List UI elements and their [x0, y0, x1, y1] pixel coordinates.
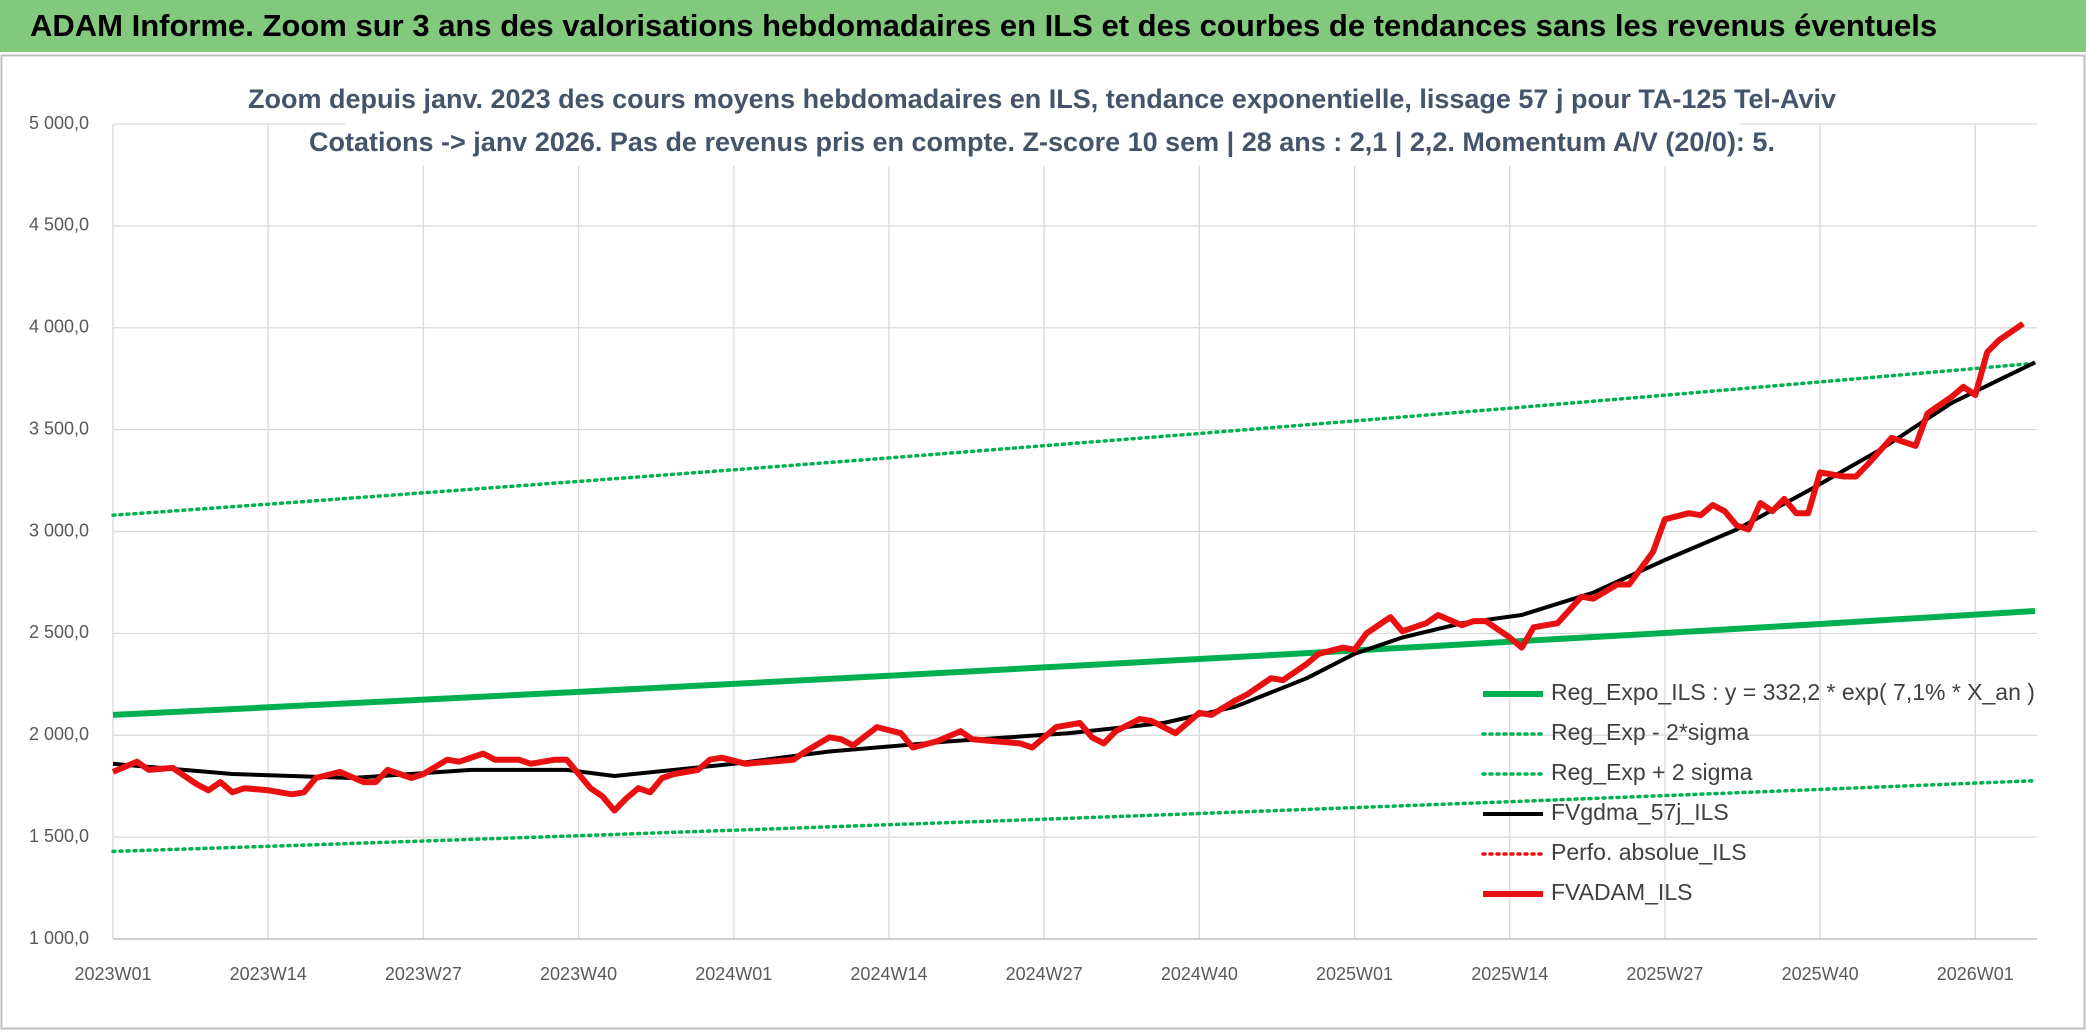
x-tick-label: 2024W14: [850, 964, 927, 984]
chart-frame: [0, 54, 2086, 1030]
y-tick-label: 4 500,0: [29, 215, 89, 235]
x-tick-label: 2025W14: [1471, 964, 1548, 984]
legend-label: FVADAM_ILS: [1551, 879, 1692, 905]
series-line: [111, 321, 2025, 814]
y-tick-label: 4 000,0: [29, 317, 89, 337]
legend-label: Perfo. absolue_ILS: [1551, 839, 1747, 865]
chart-title: Zoom depuis janv. 2023 des cours moyens …: [248, 84, 1836, 114]
y-tick-label: 1 000,0: [29, 928, 89, 948]
y-tick-label: 1 500,0: [29, 826, 89, 846]
x-tick-label: 2023W27: [385, 964, 462, 984]
x-tick-label: 2023W01: [74, 964, 151, 984]
x-tick-label: 2024W27: [1006, 964, 1083, 984]
header-bar: [0, 0, 2086, 52]
legend-label: FVgdma_57j_ILS: [1551, 799, 1729, 825]
y-tick-label: 2 500,0: [29, 622, 89, 642]
x-tick-label: 2023W40: [540, 964, 617, 984]
chart-subtitle: Cotations -> janv 2026. Pas de revenus p…: [309, 127, 1775, 157]
y-tick-label: 5 000,0: [29, 113, 89, 133]
y-tick-label: 2 000,0: [29, 724, 89, 744]
x-tick-label: 2024W01: [695, 964, 772, 984]
header-title: ADAM Informe. Zoom sur 3 ans des valoris…: [30, 8, 1937, 43]
y-tick-label: 3 500,0: [29, 418, 89, 438]
x-tick-label: 2026W01: [1937, 964, 2014, 984]
legend-label: Reg_Exp - 2*sigma: [1551, 719, 1749, 745]
title-background: [345, 82, 1740, 166]
x-tick-label: 2023W14: [230, 964, 307, 984]
x-tick-label: 2025W01: [1316, 964, 1393, 984]
series-line: [111, 361, 2037, 517]
legend-label: Reg_Exp + 2 sigma: [1551, 759, 1753, 785]
series-line: [111, 778, 2037, 854]
series-line: [112, 608, 2036, 718]
x-tick-label: 2025W40: [1782, 964, 1859, 984]
legend-label: Reg_Expo_ILS : y = 332,2 * exp( 7,1% * X…: [1551, 679, 2035, 705]
x-tick-label: 2025W27: [1626, 964, 1703, 984]
x-tick-label: 2024W40: [1161, 964, 1238, 984]
y-tick-label: 3 000,0: [29, 520, 89, 540]
